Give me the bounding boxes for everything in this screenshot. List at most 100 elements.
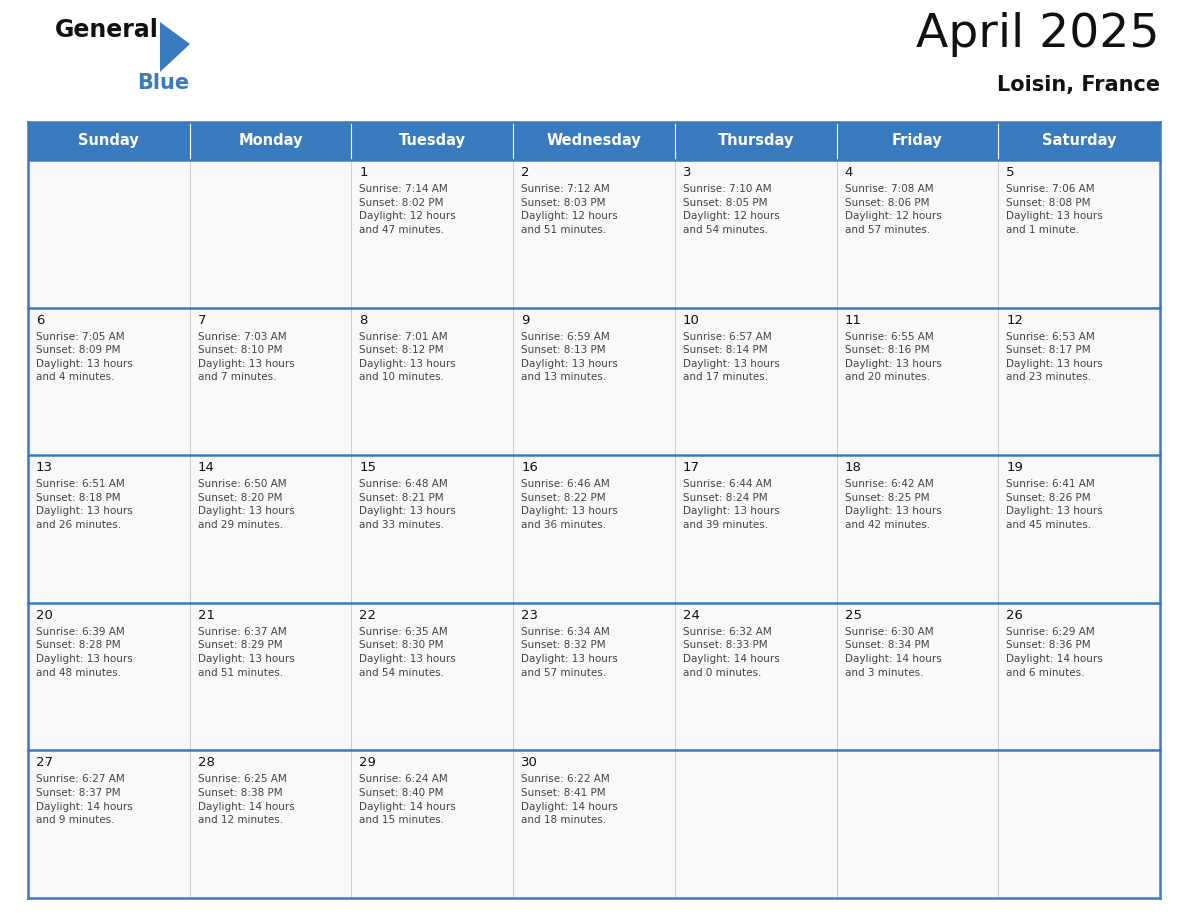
Text: 7: 7 xyxy=(197,314,207,327)
Text: 10: 10 xyxy=(683,314,700,327)
Text: 9: 9 xyxy=(522,314,530,327)
Text: 3: 3 xyxy=(683,166,691,179)
Text: 24: 24 xyxy=(683,609,700,621)
Text: Sunrise: 6:48 AM
Sunset: 8:21 PM
Daylight: 13 hours
and 33 minutes.: Sunrise: 6:48 AM Sunset: 8:21 PM Dayligh… xyxy=(360,479,456,530)
Text: 20: 20 xyxy=(36,609,53,621)
Text: 22: 22 xyxy=(360,609,377,621)
Bar xyxy=(29,455,190,603)
Bar xyxy=(675,750,836,898)
Bar xyxy=(29,122,190,160)
Text: Sunrise: 6:34 AM
Sunset: 8:32 PM
Daylight: 13 hours
and 57 minutes.: Sunrise: 6:34 AM Sunset: 8:32 PM Dayligh… xyxy=(522,627,618,677)
Text: 28: 28 xyxy=(197,756,215,769)
Text: 1: 1 xyxy=(360,166,368,179)
Bar xyxy=(190,750,352,898)
Text: Sunrise: 7:10 AM
Sunset: 8:05 PM
Daylight: 12 hours
and 54 minutes.: Sunrise: 7:10 AM Sunset: 8:05 PM Dayligh… xyxy=(683,184,779,235)
Bar xyxy=(675,603,836,750)
Bar xyxy=(352,160,513,308)
Text: 12: 12 xyxy=(1006,314,1023,327)
Text: 6: 6 xyxy=(36,314,44,327)
Bar xyxy=(513,308,675,455)
Bar xyxy=(352,308,513,455)
Text: 5: 5 xyxy=(1006,166,1015,179)
Bar xyxy=(836,603,998,750)
Text: Sunrise: 7:08 AM
Sunset: 8:06 PM
Daylight: 12 hours
and 57 minutes.: Sunrise: 7:08 AM Sunset: 8:06 PM Dayligh… xyxy=(845,184,941,235)
Bar xyxy=(998,308,1159,455)
Text: Sunrise: 7:12 AM
Sunset: 8:03 PM
Daylight: 12 hours
and 51 minutes.: Sunrise: 7:12 AM Sunset: 8:03 PM Dayligh… xyxy=(522,184,618,235)
Text: Sunrise: 7:14 AM
Sunset: 8:02 PM
Daylight: 12 hours
and 47 minutes.: Sunrise: 7:14 AM Sunset: 8:02 PM Dayligh… xyxy=(360,184,456,235)
Text: Sunrise: 6:41 AM
Sunset: 8:26 PM
Daylight: 13 hours
and 45 minutes.: Sunrise: 6:41 AM Sunset: 8:26 PM Dayligh… xyxy=(1006,479,1102,530)
Text: Saturday: Saturday xyxy=(1042,133,1117,149)
Bar xyxy=(352,603,513,750)
Bar xyxy=(998,122,1159,160)
Text: 27: 27 xyxy=(36,756,53,769)
Text: Sunrise: 6:57 AM
Sunset: 8:14 PM
Daylight: 13 hours
and 17 minutes.: Sunrise: 6:57 AM Sunset: 8:14 PM Dayligh… xyxy=(683,331,779,383)
Bar xyxy=(836,122,998,160)
Bar xyxy=(675,160,836,308)
Text: Blue: Blue xyxy=(137,73,189,93)
Text: Sunrise: 7:06 AM
Sunset: 8:08 PM
Daylight: 13 hours
and 1 minute.: Sunrise: 7:06 AM Sunset: 8:08 PM Dayligh… xyxy=(1006,184,1102,235)
Bar xyxy=(675,308,836,455)
Bar xyxy=(836,160,998,308)
Text: Sunrise: 6:42 AM
Sunset: 8:25 PM
Daylight: 13 hours
and 42 minutes.: Sunrise: 6:42 AM Sunset: 8:25 PM Dayligh… xyxy=(845,479,941,530)
Text: 16: 16 xyxy=(522,461,538,475)
Text: 17: 17 xyxy=(683,461,700,475)
Bar xyxy=(998,750,1159,898)
Bar xyxy=(513,455,675,603)
Bar xyxy=(190,308,352,455)
Text: 23: 23 xyxy=(522,609,538,621)
Text: General: General xyxy=(55,18,159,42)
Text: 25: 25 xyxy=(845,609,861,621)
Text: 19: 19 xyxy=(1006,461,1023,475)
Bar xyxy=(29,603,190,750)
Text: 18: 18 xyxy=(845,461,861,475)
Text: Friday: Friday xyxy=(892,133,943,149)
Text: Sunrise: 6:59 AM
Sunset: 8:13 PM
Daylight: 13 hours
and 13 minutes.: Sunrise: 6:59 AM Sunset: 8:13 PM Dayligh… xyxy=(522,331,618,383)
Bar xyxy=(29,750,190,898)
Text: 13: 13 xyxy=(36,461,53,475)
Text: 2: 2 xyxy=(522,166,530,179)
Text: Sunrise: 6:51 AM
Sunset: 8:18 PM
Daylight: 13 hours
and 26 minutes.: Sunrise: 6:51 AM Sunset: 8:18 PM Dayligh… xyxy=(36,479,133,530)
Text: Tuesday: Tuesday xyxy=(399,133,466,149)
Bar xyxy=(675,122,836,160)
Text: 30: 30 xyxy=(522,756,538,769)
Text: Wednesday: Wednesday xyxy=(546,133,642,149)
Text: 26: 26 xyxy=(1006,609,1023,621)
Text: Sunrise: 7:03 AM
Sunset: 8:10 PM
Daylight: 13 hours
and 7 minutes.: Sunrise: 7:03 AM Sunset: 8:10 PM Dayligh… xyxy=(197,331,295,383)
Text: Sunrise: 7:05 AM
Sunset: 8:09 PM
Daylight: 13 hours
and 4 minutes.: Sunrise: 7:05 AM Sunset: 8:09 PM Dayligh… xyxy=(36,331,133,383)
Text: Sunrise: 6:50 AM
Sunset: 8:20 PM
Daylight: 13 hours
and 29 minutes.: Sunrise: 6:50 AM Sunset: 8:20 PM Dayligh… xyxy=(197,479,295,530)
Text: Sunrise: 6:22 AM
Sunset: 8:41 PM
Daylight: 14 hours
and 18 minutes.: Sunrise: 6:22 AM Sunset: 8:41 PM Dayligh… xyxy=(522,775,618,825)
Text: April 2025: April 2025 xyxy=(916,12,1159,57)
Text: Sunrise: 6:46 AM
Sunset: 8:22 PM
Daylight: 13 hours
and 36 minutes.: Sunrise: 6:46 AM Sunset: 8:22 PM Dayligh… xyxy=(522,479,618,530)
Text: 29: 29 xyxy=(360,756,377,769)
Text: Monday: Monday xyxy=(239,133,303,149)
Bar xyxy=(190,455,352,603)
Bar xyxy=(836,750,998,898)
Text: Sunrise: 6:44 AM
Sunset: 8:24 PM
Daylight: 13 hours
and 39 minutes.: Sunrise: 6:44 AM Sunset: 8:24 PM Dayligh… xyxy=(683,479,779,530)
Bar xyxy=(352,122,513,160)
Text: Sunrise: 6:53 AM
Sunset: 8:17 PM
Daylight: 13 hours
and 23 minutes.: Sunrise: 6:53 AM Sunset: 8:17 PM Dayligh… xyxy=(1006,331,1102,383)
Text: Sunrise: 6:27 AM
Sunset: 8:37 PM
Daylight: 14 hours
and 9 minutes.: Sunrise: 6:27 AM Sunset: 8:37 PM Dayligh… xyxy=(36,775,133,825)
Bar xyxy=(352,750,513,898)
Text: Sunrise: 6:29 AM
Sunset: 8:36 PM
Daylight: 14 hours
and 6 minutes.: Sunrise: 6:29 AM Sunset: 8:36 PM Dayligh… xyxy=(1006,627,1102,677)
Bar xyxy=(998,603,1159,750)
Text: Sunrise: 6:25 AM
Sunset: 8:38 PM
Daylight: 14 hours
and 12 minutes.: Sunrise: 6:25 AM Sunset: 8:38 PM Dayligh… xyxy=(197,775,295,825)
Bar xyxy=(513,750,675,898)
Text: 8: 8 xyxy=(360,314,368,327)
Bar xyxy=(29,308,190,455)
Bar xyxy=(836,455,998,603)
Text: Loisin, France: Loisin, France xyxy=(997,75,1159,95)
Bar xyxy=(513,603,675,750)
Text: Sunrise: 6:35 AM
Sunset: 8:30 PM
Daylight: 13 hours
and 54 minutes.: Sunrise: 6:35 AM Sunset: 8:30 PM Dayligh… xyxy=(360,627,456,677)
Text: Thursday: Thursday xyxy=(718,133,794,149)
Text: Sunrise: 6:32 AM
Sunset: 8:33 PM
Daylight: 14 hours
and 0 minutes.: Sunrise: 6:32 AM Sunset: 8:33 PM Dayligh… xyxy=(683,627,779,677)
Text: 4: 4 xyxy=(845,166,853,179)
Bar xyxy=(29,160,190,308)
Bar xyxy=(998,455,1159,603)
Text: Sunrise: 7:01 AM
Sunset: 8:12 PM
Daylight: 13 hours
and 10 minutes.: Sunrise: 7:01 AM Sunset: 8:12 PM Dayligh… xyxy=(360,331,456,383)
Text: 14: 14 xyxy=(197,461,215,475)
Text: Sunrise: 6:55 AM
Sunset: 8:16 PM
Daylight: 13 hours
and 20 minutes.: Sunrise: 6:55 AM Sunset: 8:16 PM Dayligh… xyxy=(845,331,941,383)
Text: 11: 11 xyxy=(845,314,861,327)
Polygon shape xyxy=(160,22,190,72)
Bar xyxy=(190,160,352,308)
Bar xyxy=(513,122,675,160)
